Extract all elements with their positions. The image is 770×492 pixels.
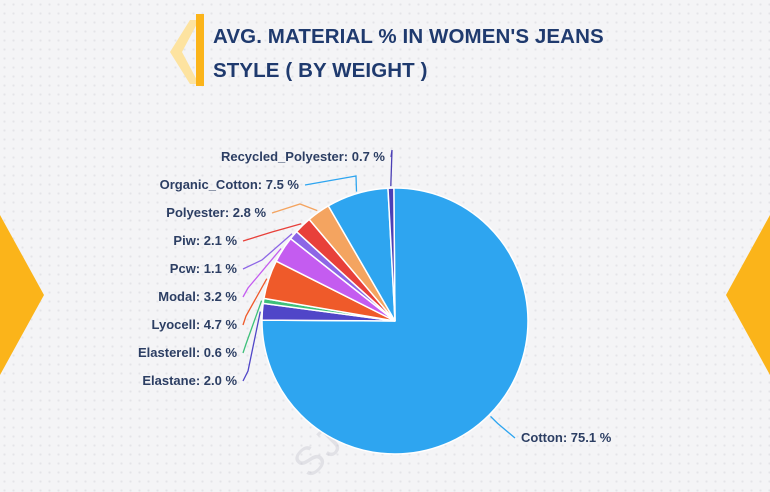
data-label-elastane: Elastane: 2.0 % [142, 373, 237, 388]
leader-line-polyester [271, 203, 318, 214]
chart-title-line-2: STYLE ( BY WEIGHT ) [213, 59, 428, 82]
data-label-cotton: Cotton: 75.1 % [521, 430, 612, 445]
data-label-elasterell: Elasterell: 0.6 % [138, 345, 237, 360]
right-decorative-arrow [726, 215, 770, 375]
leader-line-recycled-polyester [390, 149, 393, 187]
leader-line-cotton [490, 415, 516, 439]
pie-labels: Cotton: 75.1 % Elastane: 2.0 % Elasterell:… [138, 149, 612, 445]
leader-line-lyocell [242, 278, 268, 326]
data-label-recycled-polyester: Recycled_Polyester: 0.7 % [221, 149, 385, 164]
leader-line-elastane [242, 311, 261, 382]
left-decorative-arrow [0, 215, 44, 375]
title-accent-bracket [170, 14, 204, 86]
data-label-pcw: Pcw: 1.1 % [170, 261, 238, 276]
leader-line-piw [242, 223, 302, 242]
leader-line-organic-cotton [304, 175, 358, 192]
data-label-organic-cotton: Organic_Cotton: 7.5 % [160, 177, 300, 192]
leader-line-pcw [242, 233, 293, 270]
data-label-piw: Piw: 2.1 % [173, 233, 237, 248]
leader-line-elasterell [242, 300, 263, 354]
data-label-lyocell: Lyocell: 4.7 % [152, 317, 238, 332]
chart-title: AVG. MATERIAL % IN WOMEN'S JEANS STYLE (… [213, 20, 633, 88]
pie-slices [261, 187, 529, 455]
pie-slice-recycled-polyester [387, 187, 396, 322]
data-label-polyester: Polyester: 2.8 % [166, 205, 266, 220]
chart-title-line-1: AVG. MATERIAL % IN WOMEN'S JEANS [213, 25, 604, 48]
data-label-modal: Modal: 3.2 % [158, 289, 237, 304]
leader-line-modal [242, 248, 282, 298]
